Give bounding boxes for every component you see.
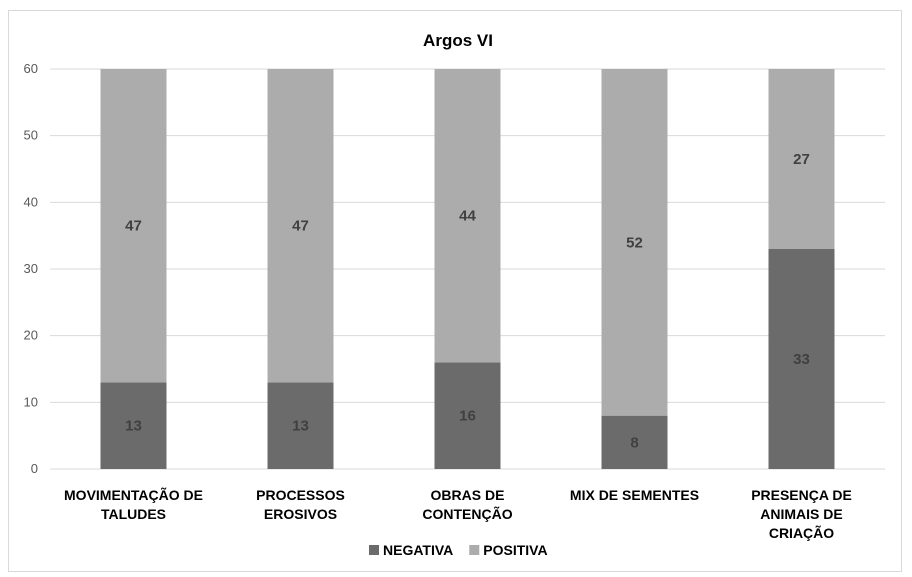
bar-negativa-3 [601, 415, 668, 469]
x-axis: MOVIMENTAÇÃO DE TALUDES PROCESSOS EROSIVOS O… [64, 486, 852, 541]
y-tick-label: 0 [31, 461, 38, 476]
y-tick-label: 10 [24, 394, 38, 409]
bar-positiva-2 [434, 69, 501, 363]
chart-title: Argos VI [423, 31, 493, 50]
data-label-negativa-2: 16 [459, 408, 476, 425]
y-tick-label: 40 [24, 194, 38, 209]
bar-positiva-1 [267, 69, 334, 383]
data-label-negativa-3: 8 [630, 434, 638, 451]
bar-positiva-4 [768, 69, 835, 249]
legend-swatch-positiva [469, 545, 480, 555]
y-tick-label: 20 [24, 328, 38, 343]
y-axis: 0 10 20 30 40 50 60 [24, 61, 38, 476]
bar-negativa-1 [267, 382, 334, 469]
x-category-label: MOVIMENTAÇÃO DE TALUDES [64, 486, 203, 522]
legend-label-negativa: NEGATIVA [383, 542, 453, 558]
data-labels: 13 47 13 47 16 44 8 52 33 27 [125, 151, 810, 451]
data-label-negativa-1: 13 [292, 418, 309, 435]
x-category-label: PRESENÇA DE ANIMAIS DE CRIAÇÃO [751, 487, 852, 541]
y-tick-label: 60 [24, 61, 38, 76]
bar-negativa-4 [768, 249, 835, 469]
data-label-positiva-3: 52 [626, 234, 643, 251]
data-label-positiva-0: 47 [125, 218, 142, 235]
bar-negativa-2 [434, 362, 501, 469]
bars [100, 69, 835, 469]
bar-positiva-0 [100, 69, 167, 383]
legend-label-positiva: POSITIVA [483, 542, 547, 558]
y-tick-label: 30 [24, 261, 38, 276]
legend-swatch-negativa [369, 545, 379, 555]
y-tick-label: 50 [24, 128, 38, 143]
data-label-negativa-0: 13 [125, 418, 142, 435]
data-label-negativa-4: 33 [793, 351, 810, 368]
data-label-positiva-1: 47 [292, 218, 309, 235]
bar-positiva-3 [601, 69, 668, 416]
data-label-positiva-2: 44 [459, 208, 476, 225]
x-category-label: MIX DE SEMENTES [570, 487, 699, 503]
x-category-label: OBRAS DE CONTENÇÃO [422, 487, 512, 522]
x-category-label: PROCESSOS EROSIVOS [256, 487, 345, 522]
data-label-positiva-4: 27 [793, 151, 810, 168]
bar-negativa-0 [100, 382, 167, 469]
legend: NEGATIVA POSITIVA [369, 542, 548, 558]
